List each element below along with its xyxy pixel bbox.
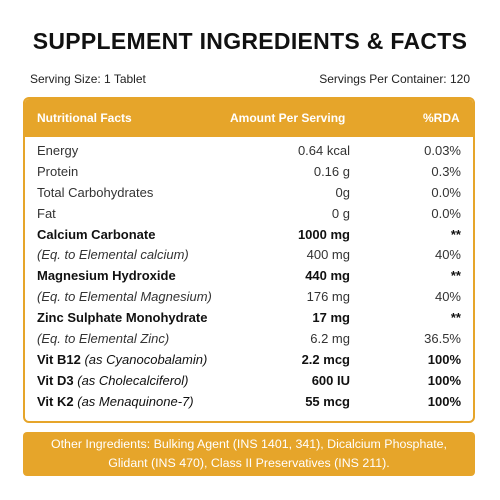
row-name: (Eq. to Elemental Zinc) bbox=[37, 331, 170, 347]
facts-panel: Nutritional Facts Amount Per Serving %RD… bbox=[23, 97, 475, 423]
row-amount: 0.16 g bbox=[313, 163, 350, 179]
table-row: (Eq. to Elemental calcium) 400 mg 40% bbox=[25, 245, 473, 266]
vitamin-name: Vit K2 bbox=[37, 393, 74, 409]
serving-info: Serving Size: 1 Tablet Servings Per Cont… bbox=[30, 72, 470, 86]
header-amount: Amount Per Serving bbox=[230, 111, 346, 125]
table-row: Total Carbohydrates 0g 0.0% bbox=[25, 183, 473, 204]
row-rda: 0.0% bbox=[431, 205, 461, 221]
vitamin-name: Vit D3 bbox=[37, 372, 74, 388]
row-rda: 0.0% bbox=[431, 184, 461, 200]
row-name: Total Carbohydrates bbox=[37, 184, 154, 200]
table-row: Protein 0.16 g 0.3% bbox=[25, 162, 473, 183]
row-name: Calcium Carbonate bbox=[37, 226, 156, 242]
row-amount: 55 mcg bbox=[305, 393, 350, 409]
table-row: Vit B12 (as Cyanocobalamin) 2.2 mcg 100% bbox=[25, 350, 473, 371]
other-ingredients: Other Ingredients: Bulking Agent (INS 14… bbox=[23, 432, 475, 476]
row-rda: 100% bbox=[427, 351, 461, 367]
row-amount: 600 IU bbox=[311, 372, 350, 388]
row-amount: 176 mg bbox=[306, 289, 350, 305]
vitamin-source: (as Cholecalciferol) bbox=[77, 372, 189, 388]
row-rda: ** bbox=[450, 226, 461, 242]
table-header: Nutritional Facts Amount Per Serving %RD… bbox=[25, 99, 473, 137]
row-name: Magnesium Hydroxide bbox=[37, 268, 176, 284]
row-amount: 17 mg bbox=[312, 310, 350, 326]
row-rda: ** bbox=[450, 268, 461, 284]
row-rda: 100% bbox=[427, 372, 461, 388]
table-row: Calcium Carbonate 1000 mg ** bbox=[25, 225, 473, 246]
row-name: Protein bbox=[37, 163, 79, 179]
vitamin-name: Vit B12 bbox=[37, 351, 81, 367]
row-name: Vit B12 (as Cyanocobalamin) bbox=[37, 350, 207, 371]
row-amount: 2.2 mcg bbox=[301, 351, 350, 367]
page-title: SUPPLEMENT INGREDIENTS & FACTS bbox=[32, 28, 468, 54]
row-rda: 100% bbox=[427, 393, 461, 409]
table-row: Zinc Sulphate Monohydrate 17 mg ** bbox=[25, 308, 473, 329]
row-rda: 0.03% bbox=[424, 143, 461, 158]
row-name: Fat bbox=[37, 205, 56, 221]
row-amount: 400 mg bbox=[306, 247, 350, 263]
row-rda: 40% bbox=[434, 289, 461, 305]
row-amount: 6.2 mg bbox=[310, 331, 350, 347]
table-row: (Eq. to Elemental Zinc) 6.2 mg 36.5% bbox=[25, 329, 473, 350]
row-name: Energy bbox=[37, 143, 79, 158]
row-amount: 0.64 kcal bbox=[297, 143, 350, 158]
row-rda: 36.5% bbox=[424, 331, 461, 347]
row-amount: 0g bbox=[335, 184, 350, 200]
table-row: Magnesium Hydroxide 440 mg ** bbox=[25, 266, 473, 287]
row-name: (Eq. to Elemental calcium) bbox=[37, 247, 189, 263]
table-row: Vit K2 (as Menaquinone-7) 55 mcg 100% bbox=[25, 392, 473, 413]
row-name: Zinc Sulphate Monohydrate bbox=[37, 310, 208, 326]
vitamin-source: (as Menaquinone-7) bbox=[77, 393, 194, 409]
serving-size: Serving Size: 1 Tablet bbox=[30, 72, 146, 86]
row-rda: 0.3% bbox=[431, 163, 461, 179]
table-body: Energy 0.64 kcal 0.03% Protein 0.16 g 0.… bbox=[25, 137, 473, 413]
row-amount: 440 mg bbox=[305, 268, 350, 284]
table-row: Fat 0 g 0.0% bbox=[25, 204, 473, 225]
servings-per-container: Servings Per Container: 120 bbox=[319, 72, 470, 86]
row-amount: 0 g bbox=[331, 205, 350, 221]
row-name: Vit K2 (as Menaquinone-7) bbox=[37, 392, 194, 413]
row-rda: ** bbox=[450, 310, 461, 326]
header-nutritional-facts: Nutritional Facts bbox=[37, 111, 132, 125]
row-amount: 1000 mg bbox=[297, 226, 350, 242]
table-row: Energy 0.64 kcal 0.03% bbox=[25, 141, 473, 162]
vitamin-source: (as Cyanocobalamin) bbox=[84, 351, 208, 367]
table-row: (Eq. to Elemental Magnesium) 176 mg 40% bbox=[25, 287, 473, 308]
row-name: Vit D3 (as Cholecalciferol) bbox=[37, 371, 189, 392]
header-rda: %RDA bbox=[423, 111, 460, 125]
row-name: (Eq. to Elemental Magnesium) bbox=[37, 289, 212, 305]
table-row: Vit D3 (as Cholecalciferol) 600 IU 100% bbox=[25, 371, 473, 392]
row-rda: 40% bbox=[434, 247, 461, 263]
